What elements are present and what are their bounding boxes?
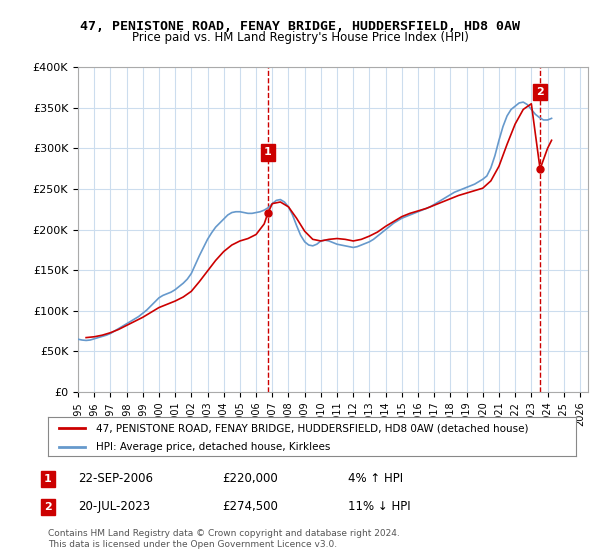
Text: 47, PENISTONE ROAD, FENAY BRIDGE, HUDDERSFIELD, HD8 0AW: 47, PENISTONE ROAD, FENAY BRIDGE, HUDDER… [80, 20, 520, 32]
Text: £274,500: £274,500 [222, 500, 278, 514]
Text: 2: 2 [44, 502, 52, 512]
Text: 47, PENISTONE ROAD, FENAY BRIDGE, HUDDERSFIELD, HD8 0AW (detached house): 47, PENISTONE ROAD, FENAY BRIDGE, HUDDER… [95, 423, 528, 433]
Text: 22-SEP-2006: 22-SEP-2006 [78, 472, 153, 486]
Text: 1: 1 [44, 474, 52, 484]
Text: 1: 1 [264, 147, 272, 157]
Text: £220,000: £220,000 [222, 472, 278, 486]
Text: Price paid vs. HM Land Registry's House Price Index (HPI): Price paid vs. HM Land Registry's House … [131, 31, 469, 44]
Text: This data is licensed under the Open Government Licence v3.0.: This data is licensed under the Open Gov… [48, 540, 337, 549]
Text: HPI: Average price, detached house, Kirklees: HPI: Average price, detached house, Kirk… [95, 442, 330, 451]
Text: 2: 2 [536, 87, 544, 97]
Text: 20-JUL-2023: 20-JUL-2023 [78, 500, 150, 514]
Text: 11% ↓ HPI: 11% ↓ HPI [348, 500, 410, 514]
Text: Contains HM Land Registry data © Crown copyright and database right 2024.: Contains HM Land Registry data © Crown c… [48, 529, 400, 538]
Text: 4% ↑ HPI: 4% ↑ HPI [348, 472, 403, 486]
